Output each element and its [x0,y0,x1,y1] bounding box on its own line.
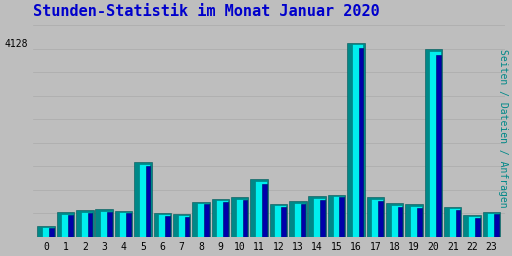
Bar [119,212,131,237]
Bar [449,208,460,237]
Bar [107,212,112,237]
Bar [178,215,189,237]
Bar [332,196,344,237]
Bar [154,213,171,237]
Bar [444,207,461,237]
Bar [463,215,481,237]
Bar [430,51,441,237]
Bar [391,205,402,237]
Bar [250,179,268,237]
Bar [184,217,189,237]
Bar [49,228,54,237]
Bar [231,197,248,237]
Bar [115,211,132,237]
Bar [320,200,325,237]
Bar [386,203,403,237]
Bar [158,214,170,237]
Bar [173,214,190,237]
Text: Stunden-Statistik im Monat Januar 2020: Stunden-Statistik im Monat Januar 2020 [33,4,379,19]
Bar [88,213,92,237]
Bar [76,210,94,237]
Bar [262,184,267,237]
Bar [193,202,210,237]
Bar [236,199,247,237]
Bar [495,214,499,237]
Bar [313,198,325,237]
Bar [243,200,247,237]
Bar [255,182,267,237]
Bar [347,42,365,237]
Bar [95,209,113,237]
Bar [406,204,423,237]
Bar [436,55,441,237]
Bar [270,204,287,237]
Bar [456,210,460,237]
Bar [69,215,73,237]
Bar [289,201,307,237]
Bar [211,199,229,237]
Bar [301,204,305,237]
Bar [328,195,345,237]
Bar [216,200,228,237]
Bar [57,212,74,237]
Bar [204,205,208,237]
Bar [61,214,73,237]
Bar [424,49,442,237]
Bar [371,199,383,237]
Bar [417,208,421,237]
Bar [367,197,384,237]
Bar [223,202,228,237]
Bar [483,211,500,237]
Bar [410,206,421,237]
Bar [37,226,55,237]
Bar [134,162,152,237]
Bar [282,207,286,237]
Y-axis label: Seiten / Dateien / Anfragen: Seiten / Dateien / Anfragen [498,49,508,208]
Bar [487,213,499,237]
Bar [294,202,305,237]
Bar [126,214,131,237]
Bar [398,207,402,237]
Bar [468,216,480,237]
Bar [274,205,286,237]
Bar [359,48,364,237]
Bar [352,44,364,237]
Bar [339,197,344,237]
Bar [309,196,326,237]
Bar [139,164,151,237]
Bar [378,201,383,237]
Bar [81,211,92,237]
Bar [42,227,54,237]
Bar [100,211,112,237]
Bar [165,216,170,237]
Bar [197,203,208,237]
Bar [146,166,151,237]
Bar [475,218,480,237]
